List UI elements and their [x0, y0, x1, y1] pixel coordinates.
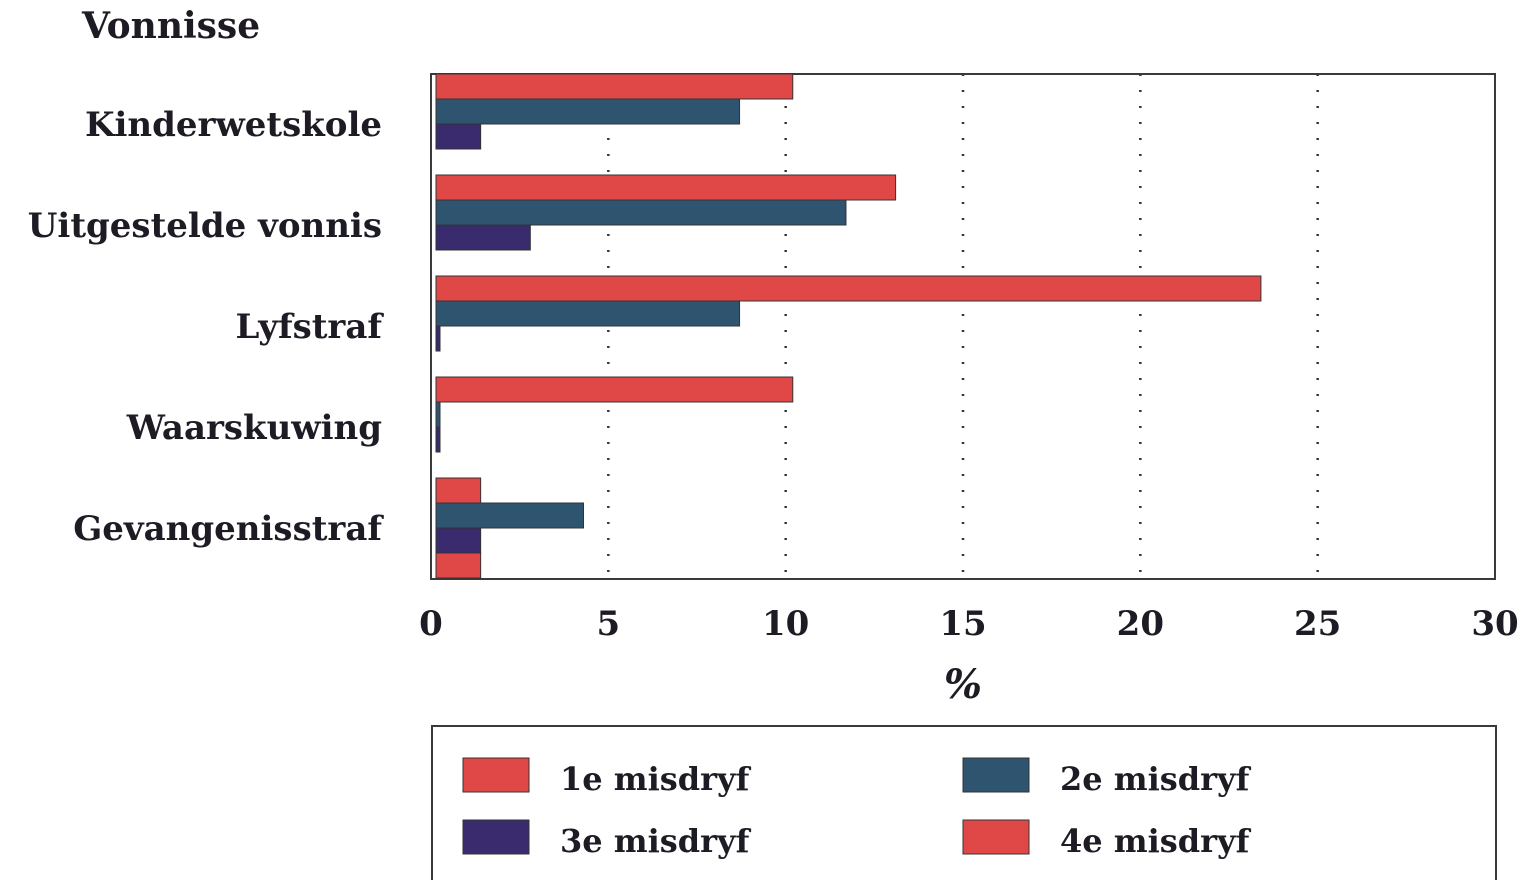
category-label: Gevangenisstraf [73, 509, 384, 549]
plot-frame [430, 73, 1496, 580]
legend: 1e misdryf 2e misdryf 3e misdryf 4e misdryf [462, 757, 1252, 860]
bar [435, 174, 897, 201]
x-tick-label: 30 [1471, 604, 1518, 644]
bar [435, 477, 482, 504]
bar [435, 552, 482, 579]
bar [435, 123, 482, 150]
legend-label: 4e misdryf [1060, 822, 1252, 860]
bar [435, 502, 585, 529]
x-axis-label: % [944, 661, 982, 708]
category-label: Kinderwetskole [85, 105, 382, 145]
category-label: Waarskuwing [126, 408, 382, 448]
bar [435, 199, 847, 226]
x-tick-label: 10 [762, 604, 809, 644]
legend-label: 1e misdryf [560, 760, 752, 798]
x-tick-label: 0 [419, 604, 443, 644]
bars [435, 73, 1262, 579]
legend-swatch [962, 819, 1030, 855]
category-label: Lyfstraf [236, 307, 385, 347]
chart-title: Vonnisse [81, 5, 260, 47]
legend-frame [431, 725, 1497, 880]
bar [435, 376, 794, 403]
bar [435, 73, 794, 100]
x-tick-labels: 0 5 10 15 20 25 30 [419, 604, 1519, 644]
bar [435, 401, 441, 428]
bar [435, 300, 741, 327]
legend-swatch [962, 757, 1030, 793]
category-label: Uitgestelde vonnis [28, 206, 382, 246]
legend-label: 3e misdryf [560, 822, 752, 860]
legend-swatch [462, 819, 530, 855]
x-tick-label: 20 [1117, 604, 1164, 644]
bar [435, 527, 482, 554]
bar [435, 224, 531, 251]
bar [435, 426, 441, 453]
x-tick-label: 5 [596, 604, 620, 644]
bar [435, 275, 1262, 302]
x-tick-label: 25 [1294, 604, 1341, 644]
bar [435, 325, 441, 352]
category-labels: Kinderwetskole Uitgestelde vonnis Lyfstraf… [28, 105, 385, 549]
legend-label: 2e misdryf [1060, 760, 1252, 798]
legend-swatch [462, 757, 530, 793]
bar [435, 98, 741, 125]
x-tick-label: 15 [939, 604, 986, 644]
